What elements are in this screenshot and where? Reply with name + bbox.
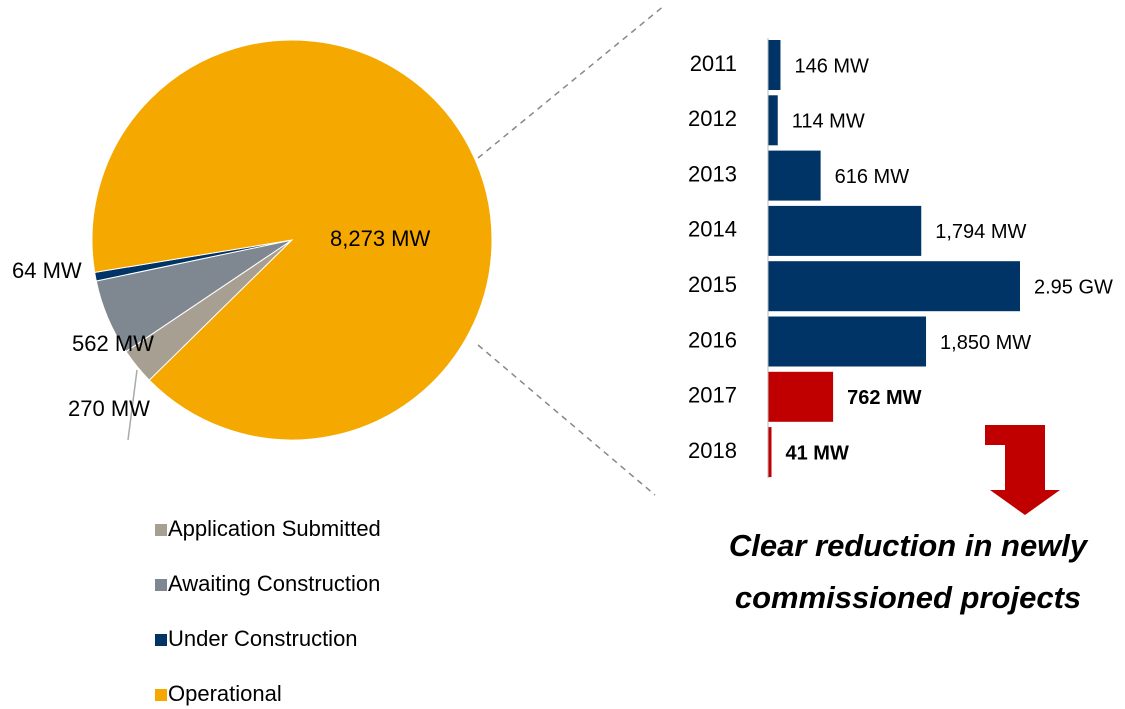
bar [768, 95, 778, 146]
data-label: 562 MW [72, 331, 154, 356]
legend-swatch [155, 524, 167, 536]
bar [768, 40, 781, 90]
data-label: 146 MW [794, 55, 869, 77]
connector-line [477, 344, 656, 496]
legend-swatch [155, 579, 167, 591]
legend-swatch [155, 689, 167, 701]
arrow [985, 425, 1060, 515]
leader-line [127, 369, 138, 441]
data-label: 8,273 MW [330, 226, 430, 251]
data-label: 114 MW [792, 111, 865, 133]
data-label: 64 MW [12, 258, 82, 283]
legend-label: Operational [168, 681, 282, 706]
legend-label: Awaiting Construction [168, 571, 380, 596]
data-label: 1,794 MW [935, 221, 1026, 243]
annotation: Clear reduction in newly [729, 528, 1089, 563]
bar [768, 261, 1020, 312]
data-label: 1,850 MW [940, 332, 1031, 354]
bar [768, 150, 821, 201]
legend-swatch [155, 634, 167, 646]
connector-line [477, 4, 666, 159]
annotation: commissioned projects [735, 580, 1081, 615]
y-tick-label: 2012 [688, 106, 737, 131]
bar [768, 205, 922, 256]
legend-label: Application Submitted [168, 516, 381, 541]
data-label: 762 MW [847, 387, 922, 409]
y-tick-label: 2015 [688, 272, 737, 297]
data-label: 270 MW [68, 396, 150, 421]
bar [768, 316, 927, 367]
y-tick-label: 2017 [688, 383, 737, 408]
y-tick-label: 2016 [688, 327, 737, 352]
y-tick-label: 2014 [688, 217, 737, 242]
data-label: 41 MW [786, 442, 849, 464]
y-tick-label: 2013 [688, 161, 737, 186]
y-tick-label: 2011 [690, 51, 737, 76]
pie-slice [91, 39, 493, 441]
legend-label: Under Construction [168, 626, 358, 651]
bar [768, 427, 772, 478]
bar [768, 371, 834, 422]
y-tick-label: 2018 [688, 438, 737, 463]
data-label: 2.95 GW [1034, 276, 1113, 298]
data-label: 616 MW [835, 166, 910, 188]
